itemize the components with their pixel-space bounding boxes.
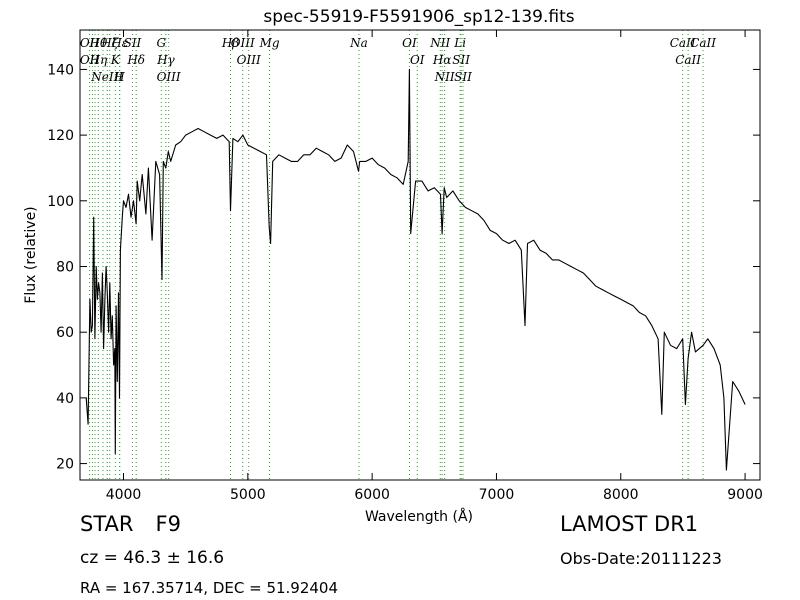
spectral-line-label: SII [452, 53, 470, 67]
x-tick-label: 4000 [106, 487, 142, 503]
coordinates-text: RA = 167.35714, DEC = 51.92404 [80, 579, 339, 597]
spectral-line-markers: OIIOIIHθHηNeIIIHζKHHεSIIHδGHγOIIIHβOIIIO… [80, 30, 716, 480]
chart-title: spec-55919-F5591906_sp12-139.fits [263, 7, 574, 27]
spectral-line-label: SII [454, 70, 472, 84]
x-tick-label: 5000 [230, 487, 266, 503]
y-tick-label: 140 [47, 62, 74, 78]
x-tick-label: 7000 [479, 487, 515, 503]
plot-frame [79, 29, 761, 481]
y-tick-label: 40 [56, 391, 74, 407]
x-tick-label: 8000 [603, 487, 639, 503]
y-axis-label: Flux (relative) [23, 206, 39, 303]
x-tick-label: 6000 [354, 487, 390, 503]
y-tick-label: 120 [47, 128, 74, 144]
survey-label: LAMOST DR1 [560, 512, 699, 536]
spectral-line-label: NeIII [90, 70, 123, 84]
spectral-line-label: Hγ [156, 53, 175, 67]
axis-ticks: 4000 5000 6000 7000 8000 9000 20 40 60 80 100 120 14… [47, 30, 763, 503]
spectral-line-label: H [113, 70, 125, 84]
spectral-line-label: Hη [89, 53, 108, 67]
spectral-line-label: G [157, 36, 167, 50]
spectral-line-label: Na [349, 36, 368, 50]
spectral-line-label: Hβ [221, 36, 239, 50]
spectral-line-label: OIII [157, 70, 181, 84]
spectral-line-label: CaII [670, 36, 696, 50]
y-tick-label: 80 [56, 259, 74, 275]
y-tick-label: 20 [56, 457, 74, 473]
spectral-line-label: Hα [432, 53, 452, 67]
spectral-line-label: Hδ [126, 53, 145, 67]
y-tick-label: 100 [47, 194, 74, 210]
object-subclass-label: F9 [155, 512, 181, 536]
object-classification: STAR F9 [80, 512, 181, 536]
spectral-line-label: OI [410, 53, 425, 67]
spectral-line-label: Hε [110, 36, 128, 50]
spectrum-line [85, 68, 746, 471]
spectral-line-label: SII [124, 36, 142, 50]
spectral-line-label: CaII [690, 36, 716, 50]
spectral-line-label: Li [453, 36, 466, 50]
spectral-line-label: OI [402, 36, 417, 50]
spectrum-series [85, 68, 746, 471]
spectral-line-label: OII [80, 53, 100, 67]
object-class-label: STAR [80, 512, 134, 536]
obs-date-text: Obs-Date:20111223 [560, 549, 722, 568]
x-axis-label: Wavelength (Å) [365, 508, 473, 525]
spectral-line-label: K [110, 53, 121, 67]
x-tick-label: 9000 [727, 487, 763, 503]
spectral-line-label: CaII [675, 53, 701, 67]
redshift-text: cz = 46.3 ± 16.6 [80, 548, 225, 568]
spectral-line-label: NII [429, 36, 450, 50]
spectral-line-label: Mg [259, 36, 280, 50]
spectral-line-label: NII [434, 70, 455, 84]
y-tick-label: 60 [56, 325, 74, 341]
spectral-line-label: OIII [237, 53, 261, 67]
spectral-line-label: OIII [231, 36, 255, 50]
